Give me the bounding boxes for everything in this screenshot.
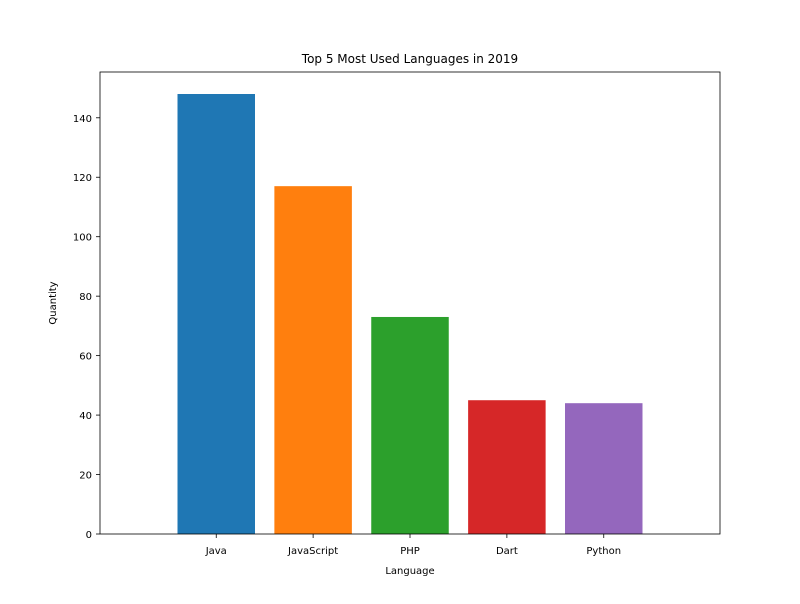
bar-javascript (274, 186, 352, 534)
x-tick-label: JavaScript (287, 546, 338, 557)
bar-dart (468, 400, 546, 534)
x-axis: Java JavaScript PHP Dart Python (205, 534, 621, 557)
y-tick-label: 20 (79, 471, 92, 482)
x-tick-label: PHP (400, 546, 420, 557)
y-tick-label: 80 (79, 292, 92, 303)
y-axis-label: Quantity (48, 281, 59, 324)
y-tick-label: 0 (86, 530, 92, 541)
y-tick-label: 60 (79, 352, 92, 363)
x-tick-label: Java (205, 546, 227, 557)
y-tick-label: 140 (73, 114, 92, 125)
x-tick-label: Python (586, 546, 621, 557)
x-tick-label: Dart (496, 546, 518, 557)
plot-area (177, 94, 643, 534)
chart-title: Top 5 Most Used Languages in 2019 (301, 52, 518, 66)
bar-python (565, 403, 643, 534)
bar-php (371, 316, 449, 534)
bar-java (177, 94, 255, 534)
y-tick-label: 100 (73, 233, 92, 244)
x-axis-label: Language (385, 566, 434, 577)
y-tick-label: 120 (73, 173, 92, 184)
y-tick-label: 40 (79, 411, 92, 422)
y-axis: 0 20 40 60 80 100 120 140 (73, 114, 100, 541)
